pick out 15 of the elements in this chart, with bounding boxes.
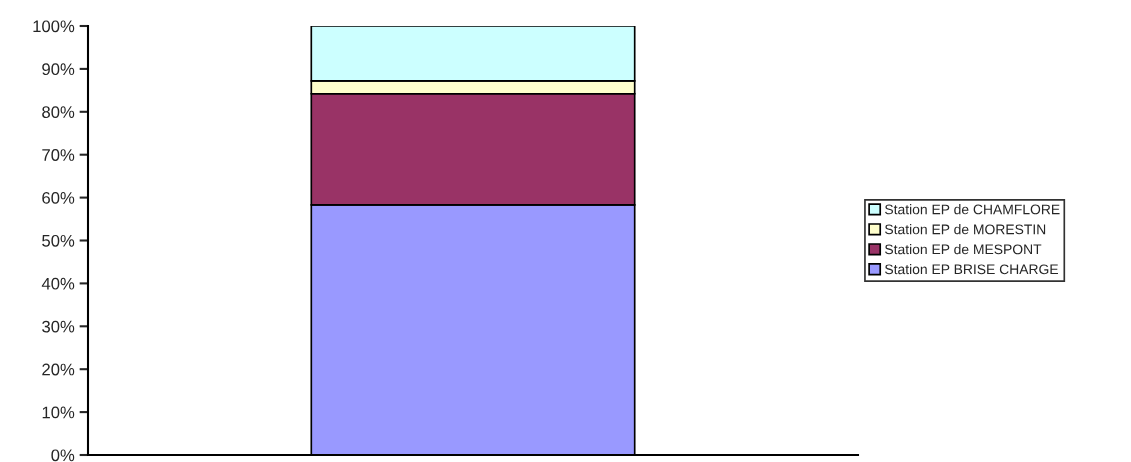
- legend-label: Station EP de MORESTIN: [885, 224, 1046, 235]
- y-tick-label: 80%: [42, 106, 75, 118]
- y-tick-label: 0%: [51, 449, 75, 462]
- y-tick-label: 60%: [42, 192, 75, 204]
- legend-label: Station EP BRISE CHARGE: [885, 264, 1058, 275]
- y-tick-label: 100%: [33, 20, 75, 33]
- y-tick-label: 90%: [42, 63, 75, 76]
- y-tick-label: 50%: [42, 234, 75, 247]
- y-tick-label: 20%: [42, 363, 75, 376]
- y-tick-label: 30%: [42, 320, 75, 333]
- legend-label: Station EP de CHAMFLORE: [885, 204, 1060, 215]
- y-tick-label: 40%: [41, 277, 75, 290]
- y-tick-label: 10%: [42, 406, 75, 419]
- y-tick-label: 70%: [42, 149, 75, 161]
- legend-label: Station EP de MESPONT: [885, 244, 1042, 255]
